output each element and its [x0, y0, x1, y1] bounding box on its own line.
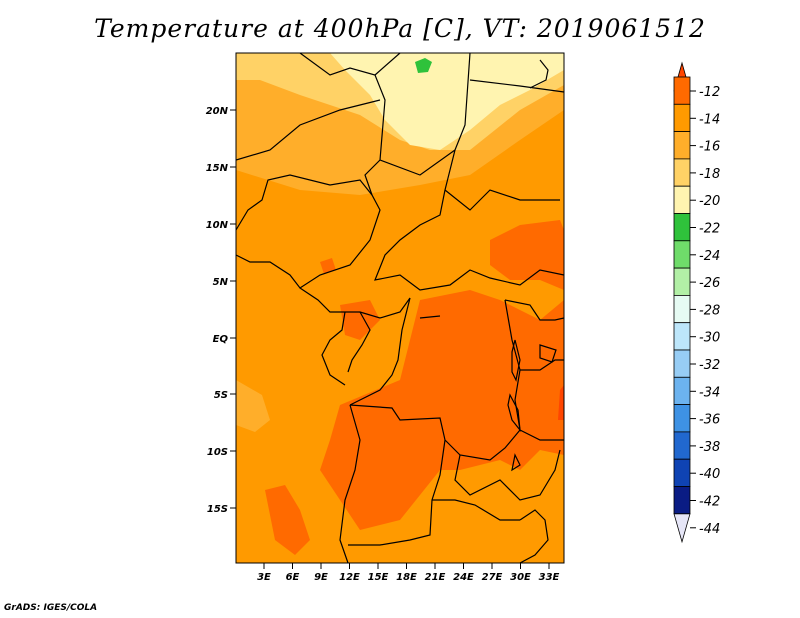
colorbar-label: -14 — [699, 112, 720, 127]
colorbar-label: -22 — [699, 222, 720, 237]
lon-tick-label: 3E — [257, 572, 271, 583]
latitude-axis: 20N 15N 10N 5N EQ 5S 10S 15S — [206, 106, 236, 515]
lat-tick-label: 20N — [206, 106, 229, 117]
lon-tick-label: 9E — [314, 572, 328, 583]
colorbar-label: -16 — [699, 140, 720, 155]
shade-warm-south — [265, 485, 310, 555]
shade-warm-core — [320, 290, 564, 530]
colorbar-box — [673, 486, 691, 515]
colorbar-box — [673, 103, 691, 133]
lon-tick-label: 21E — [425, 572, 446, 583]
colorbar-box — [673, 213, 691, 242]
lat-tick-label: 5S — [214, 390, 228, 401]
colorbar-box — [673, 376, 691, 405]
shade-hot-spot — [558, 385, 564, 420]
colorbar-label: -38 — [699, 440, 720, 455]
colorbar-label: -24 — [699, 249, 720, 264]
lon-tick-label: 6E — [286, 572, 300, 583]
colorbar-box — [673, 267, 691, 296]
shade-palest-north — [330, 53, 564, 150]
grads-credit: GrADS: IGES/COLA — [4, 603, 98, 613]
country-borders — [236, 53, 564, 563]
lon-tick-label: 18E — [396, 572, 417, 583]
colorbar-box — [673, 349, 691, 378]
lakes — [419, 315, 557, 472]
shade-warm-east — [490, 220, 564, 290]
lat-tick-label: 15S — [207, 504, 228, 515]
colorbar-label: -34 — [699, 385, 720, 400]
lon-tick-label: 27E — [482, 572, 503, 583]
lon-tick-label: 15E — [368, 572, 389, 583]
colorbar-box — [673, 76, 691, 105]
colorbar-box — [673, 404, 691, 433]
colorbar-box — [673, 294, 691, 324]
colorbar-label: -28 — [699, 303, 720, 318]
plot-title: Temperature at 400hPa [C], VT: 201906151… — [94, 14, 706, 43]
colorbar-box — [673, 185, 691, 214]
colorbar-label: -20 — [699, 194, 720, 209]
colorbar-box — [673, 322, 691, 351]
colorbar: -12 -14 -16 -18 -20 -22 -24 -26 -28 -30 -32 -34 -36 -… — [673, 61, 720, 544]
colorbar-label: -12 — [699, 85, 720, 100]
longitude-axis: 3E 6E 9E 12E 15E 18E 21E 24E 27E 30E 33E — [257, 563, 560, 583]
colorbar-box — [673, 431, 691, 460]
lon-tick-label: 24E — [453, 572, 474, 583]
colorbar-label: -42 — [699, 495, 720, 510]
colorbar-label: -32 — [699, 358, 720, 373]
temperature-field — [236, 53, 564, 563]
lon-tick-label: 12E — [339, 572, 360, 583]
colorbar-bottom-arrow — [673, 513, 691, 544]
lon-tick-label: 30E — [510, 572, 531, 583]
lat-tick-label: 10S — [207, 447, 228, 458]
lat-tick-label: 5N — [213, 277, 229, 288]
colorbar-label: -44 — [699, 522, 720, 537]
lon-tick-label: 33E — [539, 572, 560, 583]
colorbar-label: -26 — [699, 276, 720, 291]
colorbar-box — [673, 240, 691, 269]
colorbar-box — [673, 131, 691, 160]
colorbar-box — [673, 158, 691, 187]
lat-tick-label: 15N — [206, 163, 229, 174]
green-patch — [415, 58, 432, 73]
colorbar-label: -18 — [699, 167, 720, 182]
colorbar-label: -40 — [699, 467, 720, 482]
shade-warm-west-spot — [320, 258, 336, 274]
lat-tick-label: EQ — [213, 334, 229, 345]
colorbar-label: -36 — [699, 413, 720, 428]
colorbar-box — [673, 458, 691, 487]
colorbar-label: -30 — [699, 331, 720, 346]
map-frame — [235, 52, 565, 564]
shade-west-light — [236, 380, 270, 432]
lat-tick-label: 10N — [206, 220, 229, 231]
